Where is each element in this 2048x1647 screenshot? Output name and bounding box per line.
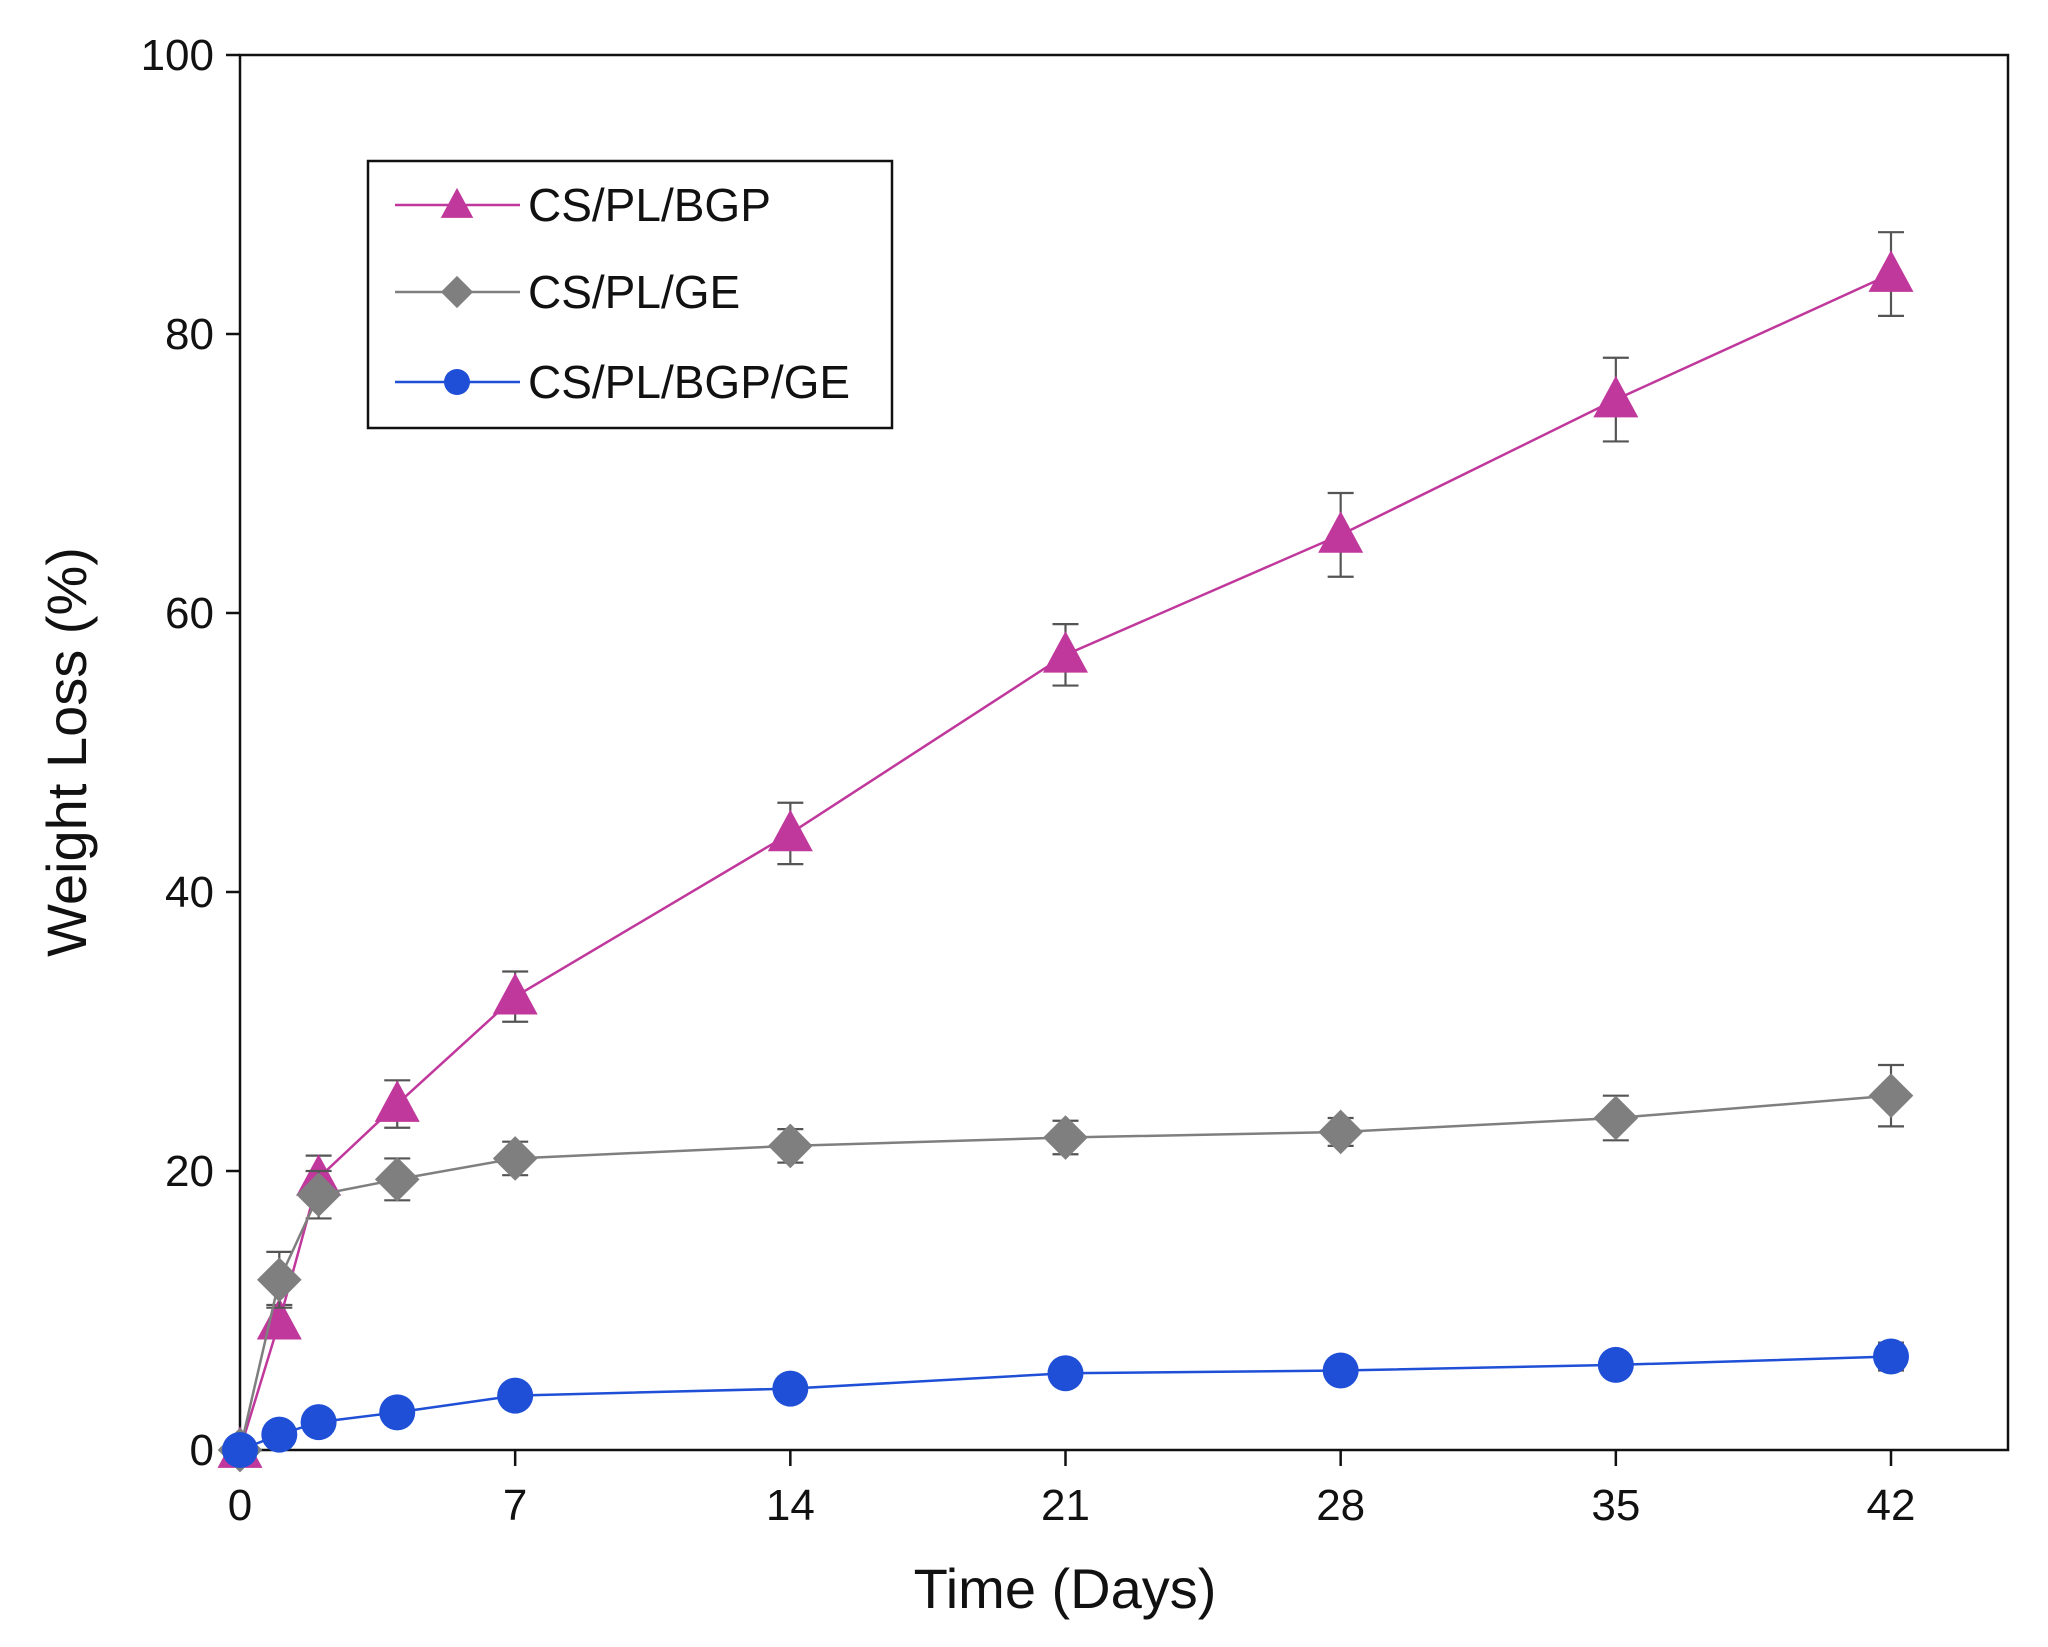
- x-tick-label: 14: [766, 1481, 815, 1530]
- data-point: [300, 1404, 337, 1441]
- data-point: [256, 1257, 302, 1303]
- legend-label: CS/PL/BGP/GE: [528, 356, 850, 408]
- data-point: [222, 1432, 258, 1468]
- data-point: [1868, 250, 1914, 292]
- legend-marker: [440, 187, 474, 218]
- x-tick-label: 28: [1316, 1481, 1365, 1530]
- data-point: [1868, 1073, 1914, 1118]
- y-tick-label: 40: [165, 868, 214, 917]
- data-point: [1322, 1352, 1359, 1389]
- legend-items: CS/PL/BGP CS/PL/GE CS/PL/BGP/GE: [395, 179, 850, 408]
- y-tick-label: 0: [190, 1426, 214, 1475]
- data-point: [1318, 1109, 1363, 1155]
- data-point: [772, 1370, 809, 1407]
- data-point: [261, 1416, 298, 1453]
- data-point: [374, 1080, 420, 1122]
- y-tick-label: 100: [141, 31, 214, 80]
- data-point: [296, 1172, 341, 1218]
- x-axis-title: Time (Days): [914, 1557, 1217, 1620]
- plot-frame: [238, 53, 2010, 1452]
- legend-item: CS/PL/BGP: [395, 179, 771, 231]
- series-cs-pl-bgp-ge: [222, 1338, 1909, 1468]
- data-point: [1593, 1095, 1639, 1141]
- data-point: [767, 809, 813, 852]
- series-layer: [217, 231, 1914, 1473]
- series-line: [239, 1355, 1892, 1452]
- legend-item: CS/PL/BGP/GE: [395, 356, 850, 408]
- y-tick-label: 60: [165, 589, 214, 638]
- data-point: [1873, 1338, 1909, 1375]
- y-axis-ticks: 0 20 40 60 80 100: [141, 31, 240, 1475]
- legend-label: CS/PL/BGP: [528, 179, 771, 231]
- legend-label: CS/PL/GE: [528, 266, 740, 318]
- data-point: [1318, 511, 1364, 553]
- x-tick-label: 7: [503, 1481, 527, 1530]
- y-axis-title: Weight Loss (%): [35, 547, 98, 957]
- data-point: [492, 972, 538, 1015]
- series-line: [238, 1094, 1892, 1451]
- y-tick-label: 80: [165, 310, 214, 359]
- data-point: [1597, 1346, 1634, 1383]
- data-point: [379, 1394, 416, 1431]
- x-tick-label: 21: [1041, 1481, 1090, 1530]
- x-tick-label: 0: [228, 1481, 252, 1530]
- data-point: [1047, 1355, 1084, 1392]
- series-line: [238, 272, 1892, 1451]
- y-tick-label: 20: [165, 1147, 214, 1196]
- legend-marker: [444, 369, 470, 395]
- data-point: [374, 1157, 420, 1202]
- data-point: [1043, 1115, 1088, 1160]
- legend: CS/PL/BGP CS/PL/GE CS/PL/BGP/GE: [366, 159, 894, 430]
- legend-marker: [440, 275, 474, 309]
- data-point: [492, 1136, 538, 1181]
- data-point: [497, 1377, 534, 1414]
- x-tick-label: 42: [1867, 1481, 1916, 1530]
- x-tick-label: 35: [1591, 1481, 1640, 1530]
- data-point: [1043, 631, 1088, 673]
- data-point: [768, 1123, 813, 1169]
- x-axis-ticks: 0 7 14 21 28 35 42: [228, 1450, 1916, 1530]
- legend-item: CS/PL/GE: [395, 266, 740, 318]
- data-point: [1593, 375, 1639, 418]
